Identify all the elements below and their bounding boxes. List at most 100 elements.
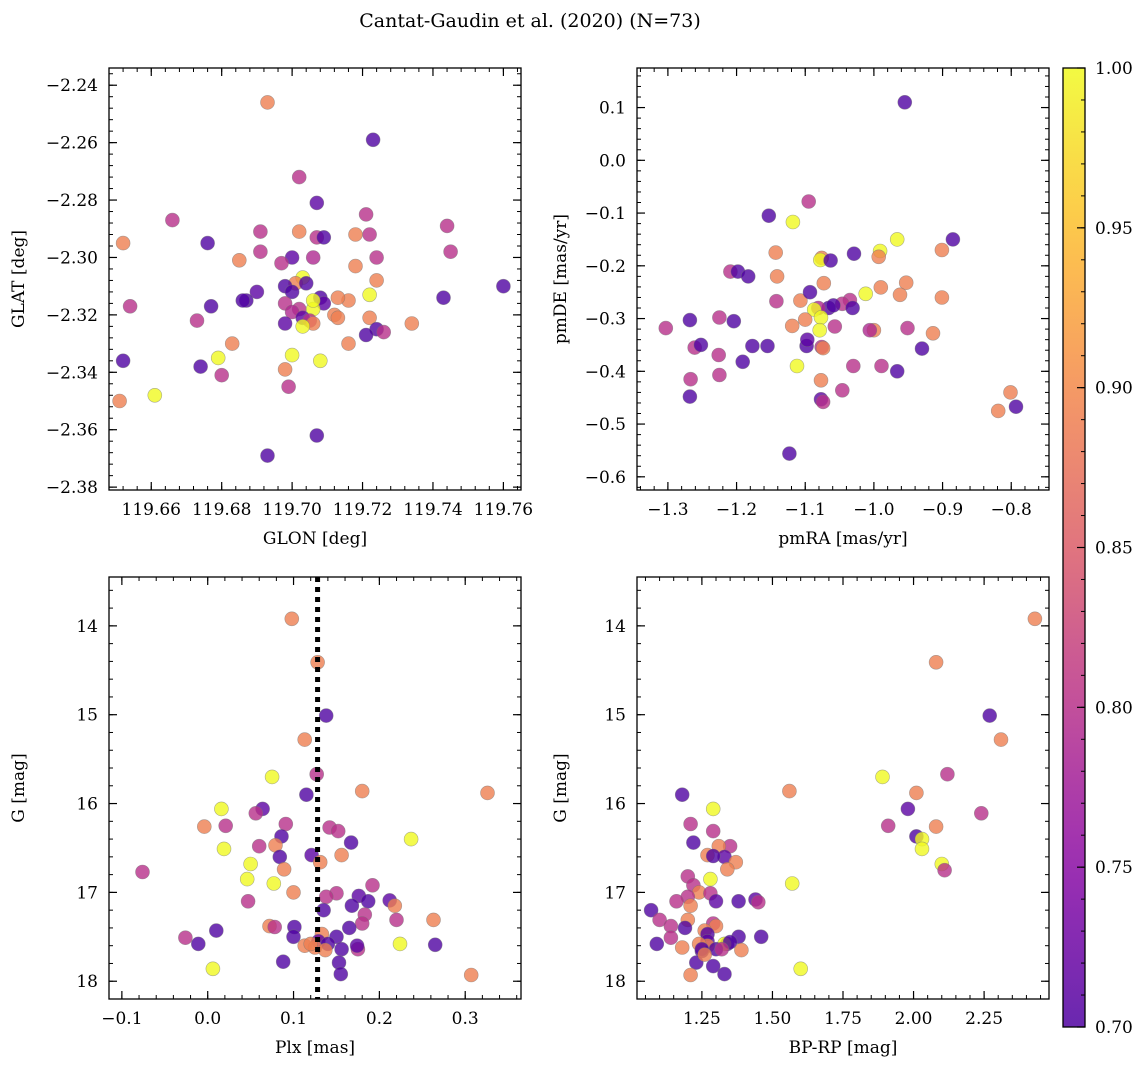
- data-point: [200, 235, 215, 251]
- data-point: [210, 350, 226, 366]
- x-tick-label: 119.76: [474, 500, 533, 520]
- data-point: [697, 947, 713, 962]
- y-tick-label: −2.38: [46, 478, 98, 498]
- points: [658, 95, 1024, 461]
- data-point: [266, 876, 282, 891]
- x-tick-label: 0.3: [452, 1009, 479, 1029]
- data-point: [862, 322, 878, 338]
- data-point: [341, 336, 356, 351]
- data-point: [846, 246, 862, 261]
- data-point: [274, 255, 289, 271]
- data-point: [191, 936, 206, 952]
- data-point: [358, 327, 374, 343]
- data-point: [871, 249, 887, 265]
- x-tick-label: −1.2: [716, 500, 757, 520]
- data-point: [784, 876, 800, 891]
- data-point: [1027, 611, 1043, 627]
- x-tick-label: 119.72: [333, 500, 392, 520]
- x-tick-label: −1.0: [853, 500, 894, 520]
- data-point: [683, 371, 698, 387]
- data-point: [652, 912, 667, 928]
- data-point: [135, 864, 150, 880]
- panel-plx-g: −0.1 0.0 0.1 0.2 0.3 14 15 16 17 18 Plx [mas] G [ma…: [9, 576, 522, 1058]
- y-tick-label: 0.0: [599, 151, 626, 171]
- data-point: [827, 319, 843, 334]
- data-point: [249, 284, 265, 300]
- x-tick-label: 1.50: [754, 1009, 792, 1029]
- data-point: [726, 313, 742, 329]
- data-point: [889, 363, 905, 379]
- data-point: [753, 929, 769, 945]
- data-point: [769, 269, 785, 284]
- data-point: [914, 341, 930, 356]
- y-tick-label: −2.26: [46, 134, 98, 154]
- data-point: [218, 818, 233, 834]
- data-point: [693, 337, 709, 353]
- colorbar-tick-label: 0.90: [1095, 379, 1133, 399]
- x-axis-label: BP-RP [mag]: [789, 1038, 898, 1058]
- data-point: [376, 324, 392, 340]
- data-point: [330, 310, 346, 326]
- x-tick-label: −1.1: [785, 500, 826, 520]
- data-point: [658, 320, 674, 336]
- data-point: [845, 300, 860, 316]
- data-point: [348, 258, 363, 274]
- data-point: [1003, 385, 1018, 400]
- data-point: [782, 446, 797, 461]
- data-point: [291, 224, 307, 239]
- data-point: [276, 861, 292, 877]
- data-point: [683, 898, 698, 914]
- y-tick-label: −0.3: [585, 310, 626, 330]
- data-point: [284, 284, 300, 300]
- data-point: [318, 708, 334, 723]
- y-tick-label: −0.1: [585, 204, 626, 224]
- colorbar: 0.70 0.75 0.80 0.85 0.90 0.95 1.00: [1062, 59, 1133, 1038]
- data-point: [643, 902, 659, 918]
- data-point: [897, 95, 913, 110]
- data-point: [260, 95, 275, 110]
- data-point: [426, 912, 441, 928]
- data-point: [813, 372, 829, 388]
- data-point: [403, 831, 419, 847]
- data-point: [112, 393, 127, 409]
- data-point: [823, 253, 838, 268]
- y-tick-label: −2.24: [46, 76, 98, 96]
- data-point: [251, 838, 267, 854]
- panels: 119.66 119.68 119.70 119.72 119.74 119.76 −2.2…: [9, 67, 1050, 1058]
- x-tick-label: 0.1: [280, 1009, 307, 1029]
- y-tick-label: −2.28: [46, 191, 98, 211]
- data-point: [248, 805, 264, 821]
- data-point: [235, 293, 251, 308]
- data-point: [712, 310, 727, 325]
- data-point: [369, 273, 384, 288]
- data-point: [305, 250, 321, 265]
- data-point: [784, 318, 800, 334]
- data-point: [365, 877, 380, 893]
- data-point: [768, 245, 784, 260]
- data-point: [297, 732, 313, 747]
- data-point: [216, 841, 232, 857]
- data-point: [797, 312, 813, 327]
- y-tick-label: −0.5: [585, 415, 626, 435]
- data-point: [267, 919, 283, 935]
- data-point: [945, 232, 961, 247]
- data-point: [717, 966, 732, 982]
- data-point: [925, 325, 941, 341]
- data-point: [349, 938, 365, 954]
- data-point: [880, 818, 896, 834]
- data-point: [232, 252, 247, 268]
- data-point: [815, 340, 831, 356]
- x-tick-label: 2.00: [895, 1009, 933, 1029]
- data-point: [260, 448, 275, 463]
- y-tick-label: −0.4: [585, 362, 626, 382]
- data-point: [189, 313, 205, 328]
- x-tick-label: 1.25: [683, 1009, 721, 1029]
- data-point: [708, 893, 724, 909]
- y-axis-label: G [mag]: [551, 753, 571, 822]
- data-point: [115, 235, 131, 251]
- points: [135, 611, 495, 983]
- data-point: [496, 278, 511, 294]
- data-point: [740, 269, 756, 284]
- data-point: [443, 244, 458, 259]
- x-tick-label: 119.66: [122, 500, 181, 520]
